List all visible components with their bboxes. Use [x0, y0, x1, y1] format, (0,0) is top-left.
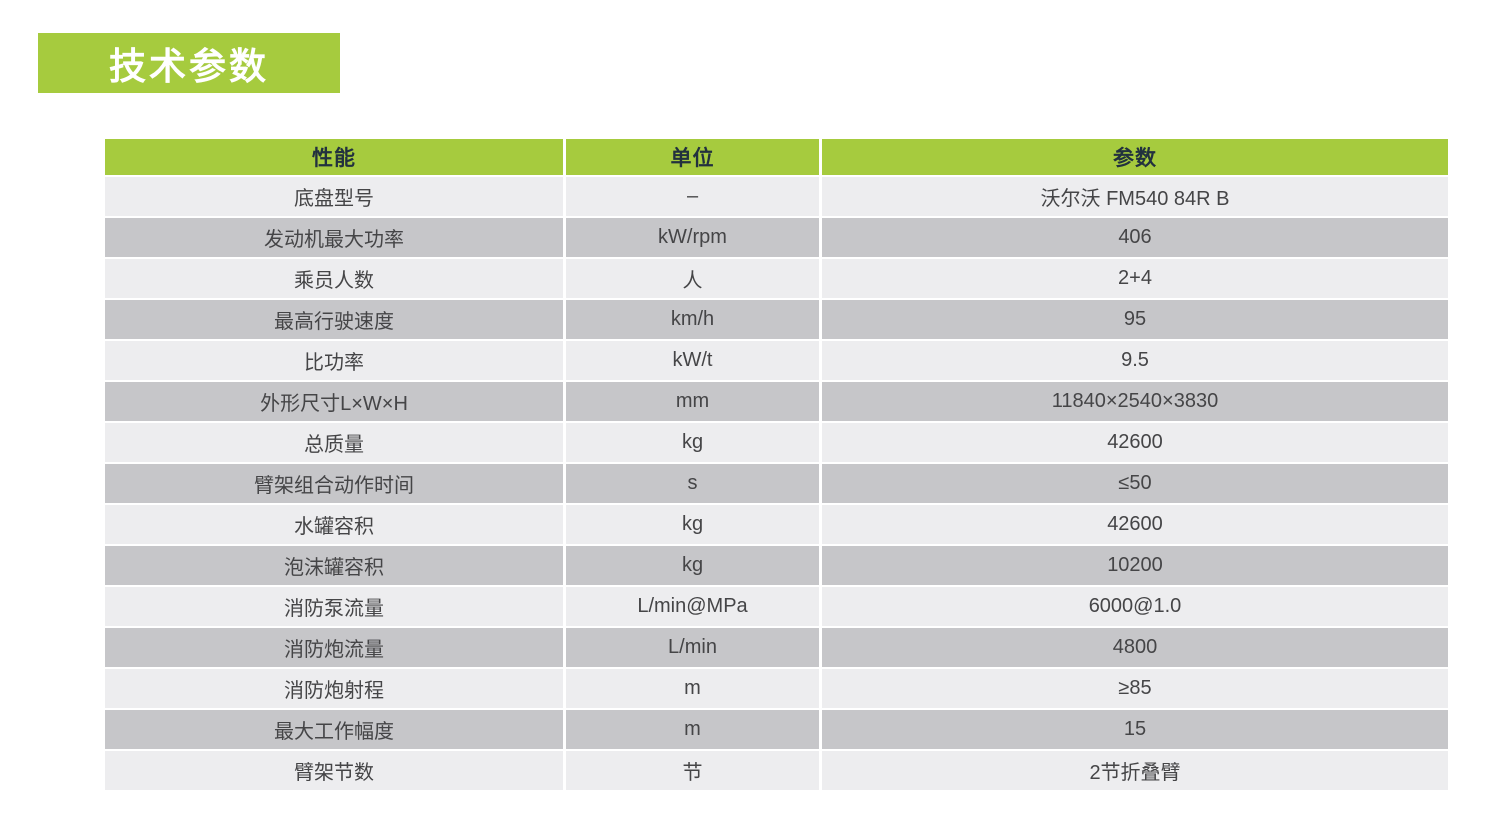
value-cell: 2节折叠臂: [822, 751, 1448, 790]
unit-cell: m: [566, 669, 819, 708]
value-cell: ≤50: [822, 464, 1448, 503]
section-title: 技术参数: [109, 46, 269, 87]
param-name-cell: 乘员人数: [105, 259, 563, 298]
param-name-cell: 水罐容积: [105, 505, 563, 544]
param-name-cell: 消防泵流量: [105, 587, 563, 626]
param-name-cell: 消防炮流量: [105, 628, 563, 667]
unit-cell: km/h: [566, 300, 819, 339]
value-cell: 11840×2540×3830: [822, 382, 1448, 421]
unit-cell: kg: [566, 546, 819, 585]
unit-cell: L/min: [566, 628, 819, 667]
value-cell: 4800: [822, 628, 1448, 667]
header-cell-parameter: 参数: [822, 139, 1448, 175]
value-cell: 6000@1.0: [822, 587, 1448, 626]
param-name-cell: 臂架组合动作时间: [105, 464, 563, 503]
param-name-cell: 底盘型号: [105, 177, 563, 216]
param-name-cell: 消防炮射程: [105, 669, 563, 708]
value-cell: ≥85: [822, 669, 1448, 708]
value-cell: 42600: [822, 505, 1448, 544]
unit-cell: L/min@MPa: [566, 587, 819, 626]
value-cell: 42600: [822, 423, 1448, 462]
param-name-cell: 发动机最大功率: [105, 218, 563, 257]
unit-cell: m: [566, 710, 819, 749]
param-name-cell: 最大工作幅度: [105, 710, 563, 749]
unit-cell: 人: [566, 259, 819, 298]
param-name-cell: 最高行驶速度: [105, 300, 563, 339]
value-cell: 15: [822, 710, 1448, 749]
param-name-cell: 总质量: [105, 423, 563, 462]
param-name-cell: 外形尺寸L×W×H: [105, 382, 563, 421]
unit-cell: kg: [566, 423, 819, 462]
value-cell: 2+4: [822, 259, 1448, 298]
unit-cell: –: [566, 177, 819, 216]
spec-table: 性能 单位 参数 底盘型号 – 沃尔沃 FM540 84R B 发动机最大功率 …: [105, 139, 1448, 790]
param-name-cell: 比功率: [105, 341, 563, 380]
unit-cell: kW/t: [566, 341, 819, 380]
unit-cell: mm: [566, 382, 819, 421]
section-title-badge: 技术参数: [38, 33, 340, 93]
param-name-cell: 臂架节数: [105, 751, 563, 790]
unit-cell: s: [566, 464, 819, 503]
value-cell: 10200: [822, 546, 1448, 585]
header-cell-performance: 性能: [105, 139, 563, 175]
header-cell-unit: 单位: [566, 139, 819, 175]
unit-cell: kg: [566, 505, 819, 544]
value-cell: 95: [822, 300, 1448, 339]
value-cell: 406: [822, 218, 1448, 257]
value-cell: 9.5: [822, 341, 1448, 380]
param-name-cell: 泡沫罐容积: [105, 546, 563, 585]
unit-cell: 节: [566, 751, 819, 790]
value-cell: 沃尔沃 FM540 84R B: [822, 177, 1448, 216]
unit-cell: kW/rpm: [566, 218, 819, 257]
